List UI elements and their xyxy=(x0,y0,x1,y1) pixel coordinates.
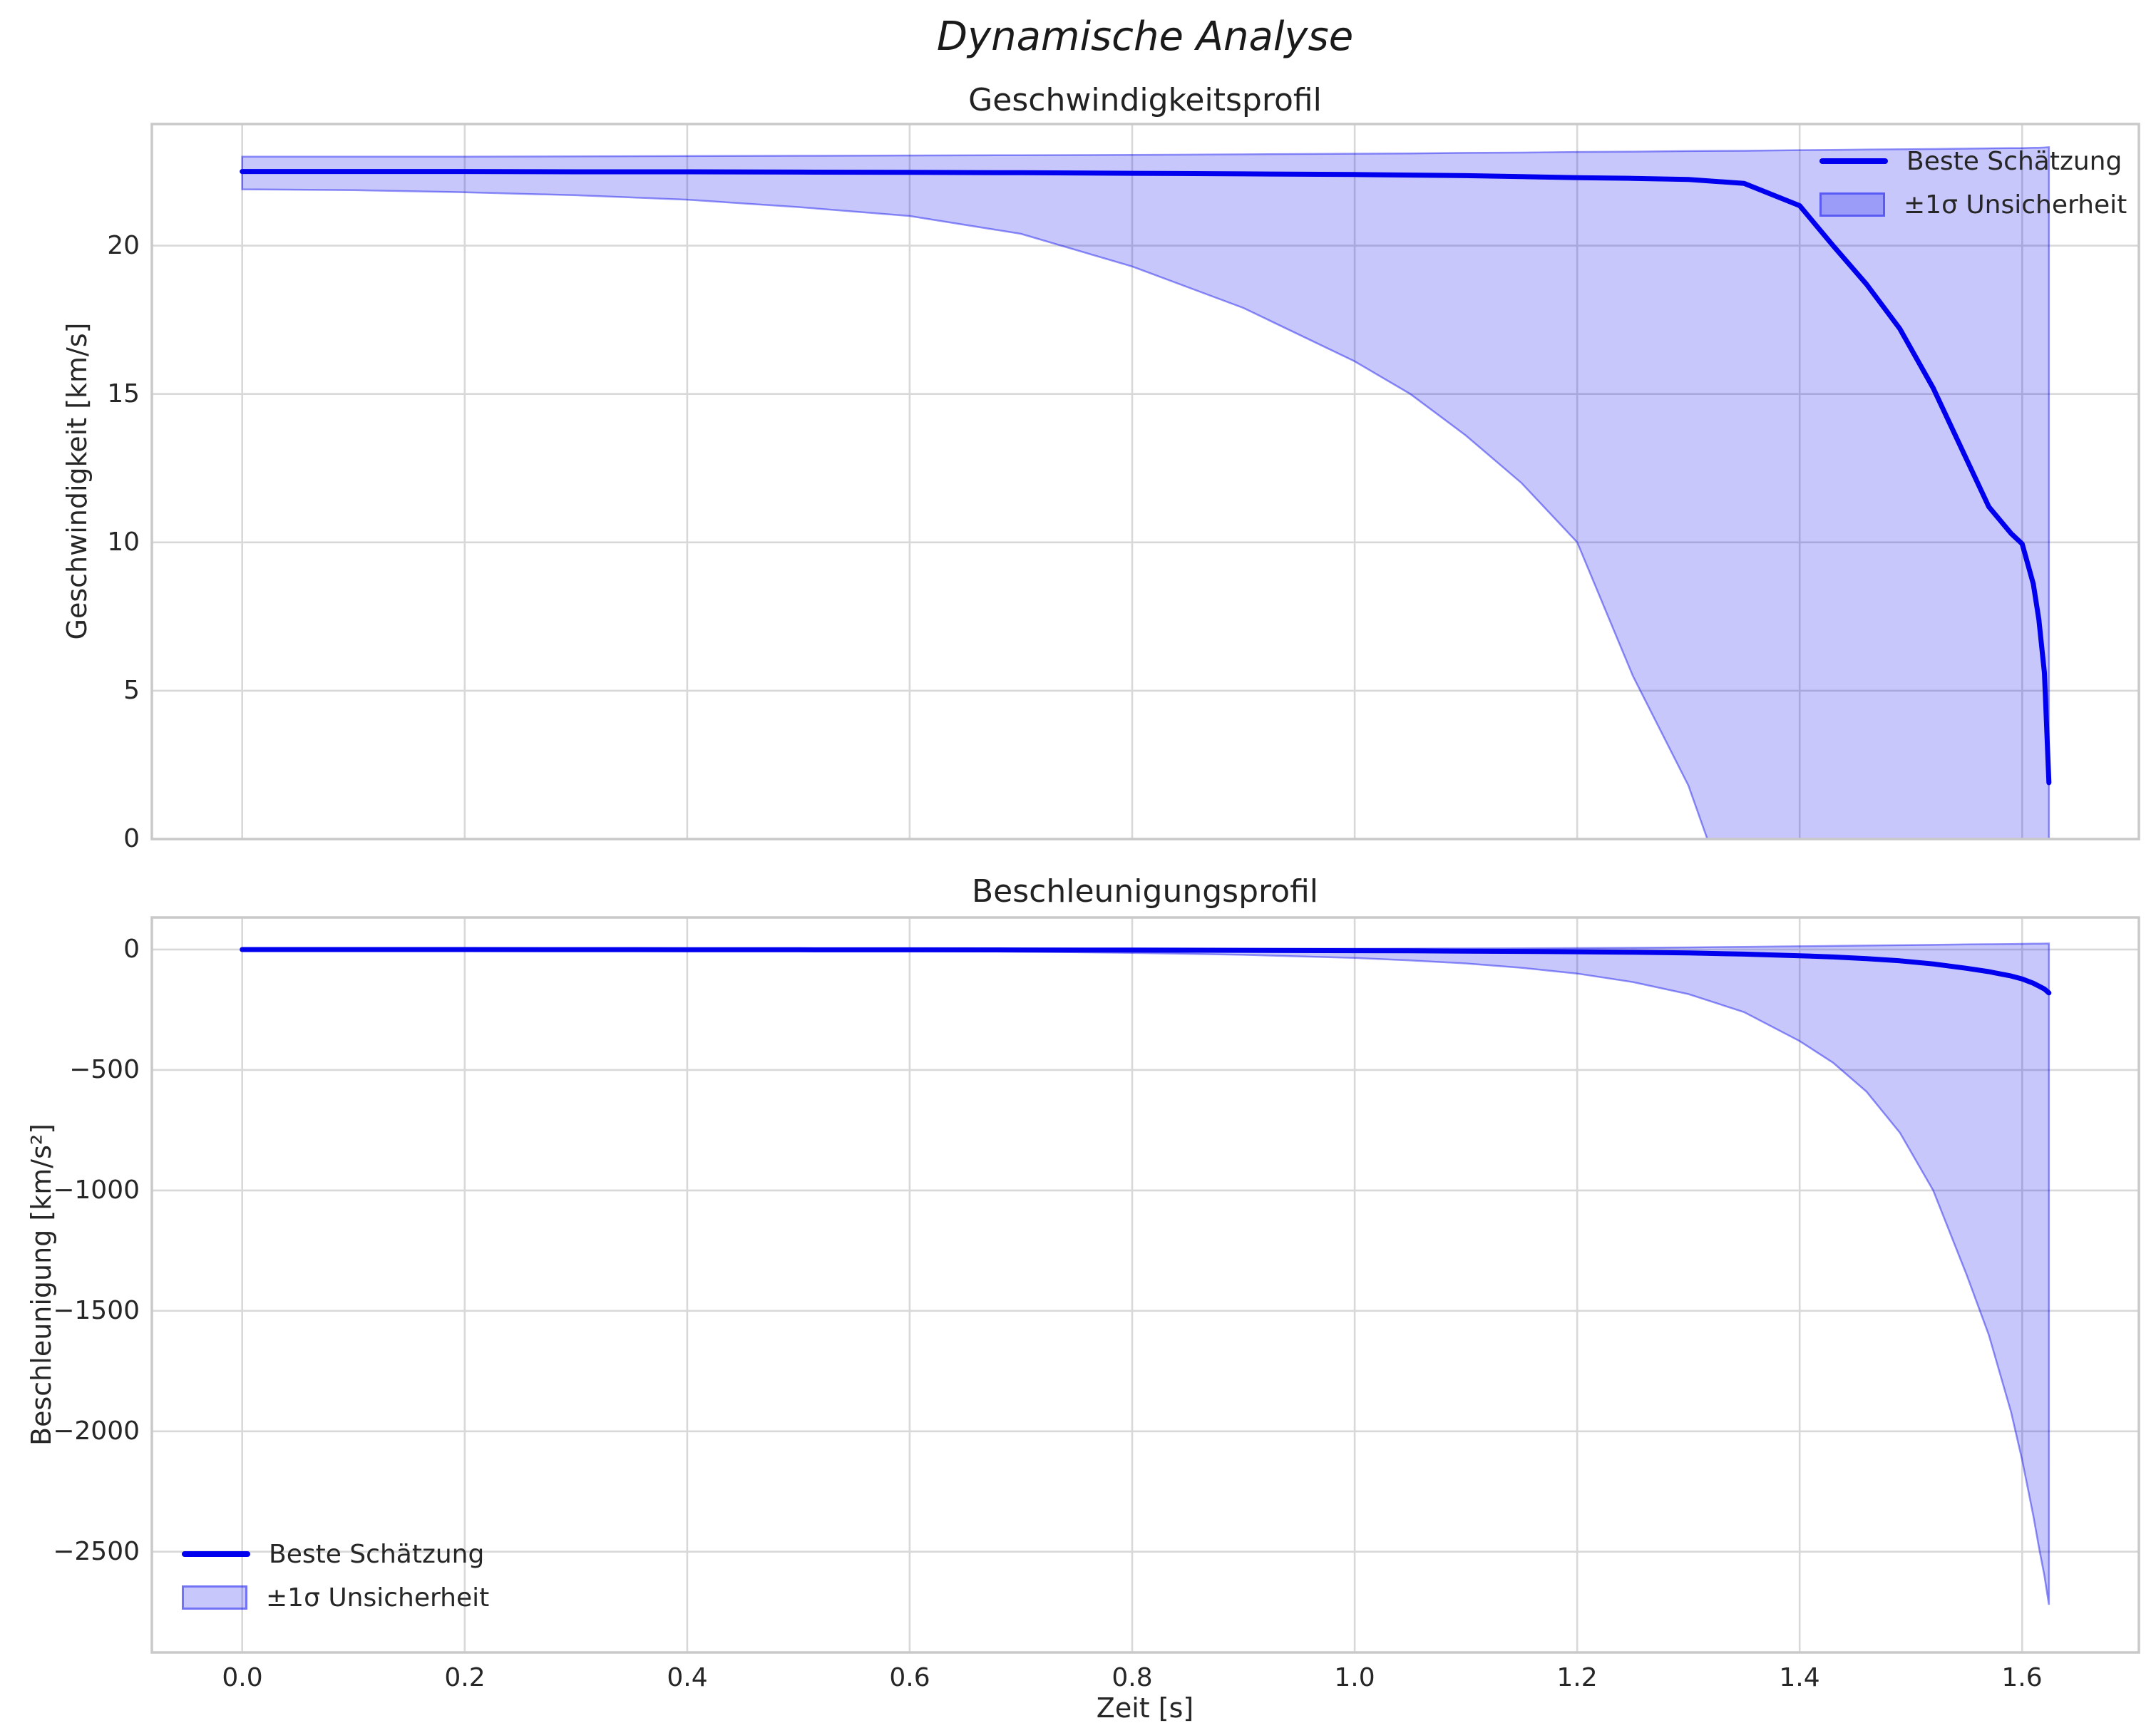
figure-title: Dynamische Analyse xyxy=(936,14,1354,60)
acceleration-y-axis-label: Beschleunigung [km/s²] xyxy=(26,1123,57,1446)
best-estimate-line xyxy=(240,947,2052,996)
y-tick-label: 5 xyxy=(123,676,140,705)
legend-entry-uncertainty: ±1σ Unsicherheit xyxy=(1819,189,2127,220)
x-tick-label: 0.2 xyxy=(444,1663,486,1692)
y-tick-label: −2500 xyxy=(53,1537,140,1566)
axes-spines xyxy=(150,123,2140,840)
legend-velocity: Beste Schätzung ±1σ Unsicherheit xyxy=(1819,145,2127,220)
x-tick-label: 0.4 xyxy=(667,1663,708,1692)
best-estimate-line xyxy=(240,169,2052,786)
legend-line-label: Beste Schätzung xyxy=(269,1539,485,1569)
x-tick-label: 0.6 xyxy=(889,1663,930,1692)
legend-entry-best-estimate: Beste Schätzung xyxy=(1819,145,2127,177)
y-tick-label: 15 xyxy=(107,379,140,408)
legend-band-swatch xyxy=(1819,192,1885,217)
x-tick-label: 1.6 xyxy=(2001,1663,2043,1692)
x-axis-label: Zeit [s] xyxy=(1096,1692,1194,1724)
acceleration-plot-title: Beschleunigungsprofil xyxy=(971,873,1319,910)
legend-line-swatch xyxy=(1819,158,1888,164)
y-tick-label: −500 xyxy=(69,1055,140,1084)
y-tick-label: −1500 xyxy=(53,1296,140,1325)
x-tick-label: 1.2 xyxy=(1556,1663,1598,1692)
legend-entry-best-estimate: Beste Schätzung xyxy=(182,1538,489,1570)
y-tick-label: 0 xyxy=(123,935,140,964)
legend-line-swatch xyxy=(182,1551,250,1557)
uncertainty-band xyxy=(241,146,2050,839)
axes-spines xyxy=(150,916,2140,1654)
y-tick-label: 10 xyxy=(107,528,140,557)
legend-band-swatch xyxy=(182,1585,247,1610)
legend-line-label: Beste Schätzung xyxy=(1906,146,2122,176)
x-tick-label: 0.8 xyxy=(1112,1663,1153,1692)
legend-band-label: ±1σ Unsicherheit xyxy=(266,1583,490,1613)
x-tick-label: 0.0 xyxy=(222,1663,263,1692)
legend-entry-uncertainty: ±1σ Unsicherheit xyxy=(182,1582,489,1613)
y-tick-label: 20 xyxy=(107,231,140,260)
x-tick-label: 1.0 xyxy=(1334,1663,1375,1692)
uncertainty-band xyxy=(241,942,2050,1605)
x-tick-label: 1.4 xyxy=(1779,1663,1820,1692)
y-tick-label: −2000 xyxy=(53,1416,140,1446)
velocity-plot-title: Geschwindigkeitsprofil xyxy=(968,82,1322,118)
legend-band-label: ±1σ Unsicherheit xyxy=(1904,190,2127,220)
y-tick-label: −1000 xyxy=(53,1176,140,1205)
legend-acceleration: Beste Schätzung ±1σ Unsicherheit xyxy=(182,1538,489,1613)
y-tick-label: 0 xyxy=(123,824,140,853)
